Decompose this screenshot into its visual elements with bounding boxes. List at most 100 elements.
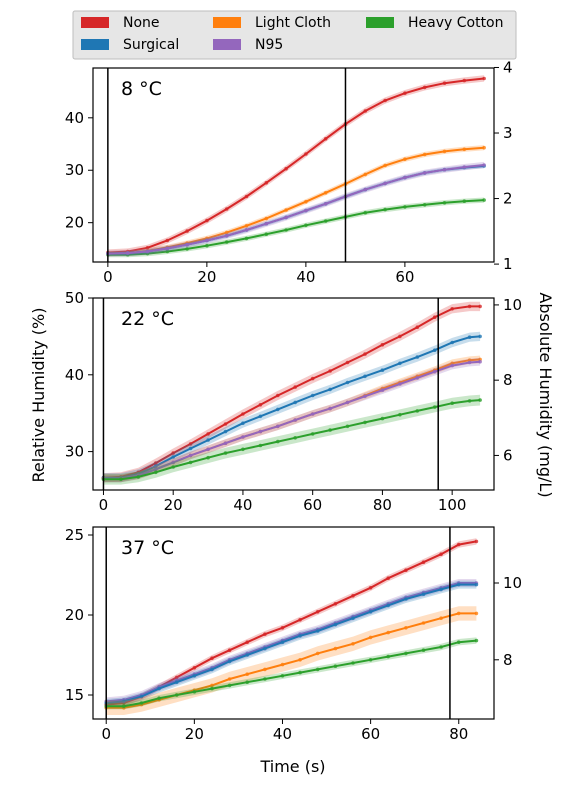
- data-point: [421, 592, 426, 596]
- data-point: [284, 215, 288, 220]
- data-point: [474, 611, 479, 616]
- data-point: [293, 436, 298, 440]
- panel-title: 37 °C: [121, 537, 174, 559]
- data-point: [403, 205, 407, 209]
- data-point: [368, 586, 373, 590]
- data-point: [422, 203, 427, 207]
- x-tick-label: 60: [303, 496, 322, 514]
- data-point: [258, 443, 263, 448]
- data-point: [386, 603, 391, 608]
- data-point: [298, 658, 302, 662]
- data-point: [224, 240, 229, 244]
- data-point: [171, 465, 175, 469]
- data-point: [323, 191, 328, 195]
- series-line: [106, 583, 477, 704]
- data-point: [380, 416, 385, 421]
- plot-frame: [92, 67, 495, 263]
- data-point: [462, 199, 467, 203]
- series-line: [107, 77, 485, 254]
- data-point: [351, 661, 355, 665]
- data-point: [264, 216, 269, 221]
- plot-frame: [92, 526, 495, 720]
- data-point: [174, 693, 179, 697]
- data-point: [482, 198, 486, 202]
- x-tick-label: 0: [101, 725, 111, 743]
- x-tick-label: 80: [449, 725, 468, 743]
- series-line: [107, 146, 485, 255]
- data-point: [415, 409, 420, 413]
- data-point: [482, 163, 486, 167]
- data-point: [280, 640, 285, 644]
- x-tick-label: 20: [164, 496, 183, 514]
- data-point: [310, 412, 315, 416]
- data-point: [363, 172, 368, 177]
- data-point: [404, 626, 408, 630]
- data-point: [323, 202, 328, 206]
- data-point: [368, 610, 373, 614]
- data-point: [276, 393, 280, 398]
- series-heavy-cotton: [104, 637, 479, 710]
- data-point: [185, 242, 189, 247]
- y-tick-label: 30: [65, 443, 84, 461]
- data-point: [345, 424, 350, 429]
- data-point: [188, 442, 193, 446]
- data-point: [244, 224, 249, 228]
- data-point: [442, 149, 447, 154]
- data-point: [450, 340, 455, 345]
- data-point: [474, 539, 479, 544]
- series-line: [107, 199, 485, 256]
- series-line: [106, 540, 477, 706]
- x-tick-label: 40: [273, 725, 292, 743]
- data-point: [263, 632, 267, 636]
- data-point: [293, 418, 298, 422]
- x-tick-label: 60: [395, 268, 414, 286]
- data-point: [478, 398, 482, 402]
- data-point: [404, 651, 408, 656]
- data-point: [298, 618, 302, 622]
- data-point: [450, 401, 455, 406]
- series-heavy-cotton: [106, 197, 486, 258]
- data-point: [467, 360, 472, 365]
- panel-title: 22 °C: [121, 308, 174, 330]
- data-point: [310, 432, 315, 436]
- data-point: [315, 629, 320, 633]
- data-point: [439, 616, 443, 620]
- data-point: [244, 194, 249, 199]
- data-point: [165, 246, 170, 251]
- data-point: [276, 439, 280, 444]
- data-point: [415, 355, 420, 359]
- data-point: [345, 380, 350, 385]
- data-point: [328, 406, 332, 411]
- legend-swatch: [81, 17, 109, 28]
- data-point: [154, 470, 158, 475]
- x-tick-label: 60: [361, 725, 380, 743]
- data-point: [174, 675, 179, 680]
- data-point: [398, 382, 402, 386]
- data-point: [333, 646, 338, 651]
- data-point: [157, 686, 161, 691]
- panel-8c: 0 20 40 60 20 30 40 1 2 3 4 8 °C: [65, 58, 513, 286]
- data-point: [442, 201, 447, 205]
- data-point: [241, 421, 245, 426]
- data-point: [439, 645, 443, 649]
- data-point: [223, 429, 228, 434]
- data-point: [380, 368, 385, 373]
- data-point: [398, 412, 402, 417]
- legend-swatch: [213, 39, 241, 50]
- data-point: [188, 446, 193, 451]
- data-point: [206, 455, 210, 460]
- data-point: [333, 602, 338, 606]
- data-point: [284, 166, 288, 171]
- panel-22c: 0 20 40 60 80 100 30 40 50 6 8 10 22 °C: [65, 289, 522, 514]
- data-point: [421, 621, 426, 625]
- data-point: [462, 165, 467, 169]
- y-tick-label: 40: [65, 366, 84, 384]
- data-point: [280, 662, 285, 667]
- data-point: [206, 432, 210, 436]
- data-point: [205, 243, 209, 248]
- data-point: [383, 163, 387, 168]
- data-point: [398, 361, 402, 366]
- data-point: [363, 420, 367, 425]
- legend-frame: [72, 10, 517, 60]
